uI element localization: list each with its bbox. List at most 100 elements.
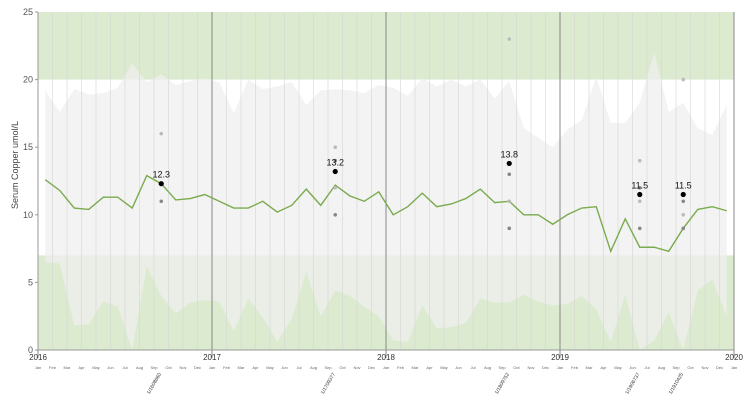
month-tick-label: Dec xyxy=(368,365,375,370)
month-tick-label: Apr xyxy=(426,365,433,370)
month-tick-label: Mar xyxy=(412,365,420,370)
month-tick-label: Jan xyxy=(209,365,215,370)
month-tick-label: Mar xyxy=(64,365,72,370)
month-tick-label: Jan xyxy=(383,365,389,370)
measurement-point xyxy=(680,191,686,198)
sample-id-label: 1/1709377 xyxy=(320,372,337,396)
history-point xyxy=(507,226,512,231)
sample-id-label: 1/1608660 xyxy=(146,372,163,396)
month-tick-label: Nov xyxy=(353,365,360,370)
history-point xyxy=(637,158,642,163)
y-axis: 0 5 10 15 20 25 xyxy=(23,7,39,355)
y-tick-label: 25 xyxy=(23,7,33,17)
history-point xyxy=(333,145,338,149)
month-tick-label: Dec xyxy=(542,365,549,370)
month-tick-label: Oct xyxy=(513,365,520,370)
data-label: 13.8 xyxy=(500,149,518,159)
data-label: 11.5 xyxy=(631,181,648,191)
y-axis-title: Serum Copper umol/L xyxy=(10,121,20,209)
month-tick-label: Jun xyxy=(107,365,113,370)
y-tick-label: 0 xyxy=(28,345,33,355)
history-point xyxy=(333,158,338,163)
history-point xyxy=(637,185,642,190)
month-tick-label: Feb xyxy=(571,365,579,370)
year-label: 2017 xyxy=(203,353,221,362)
sample-id-label: 1/1906737 xyxy=(624,372,641,396)
year-label: 2016 xyxy=(29,353,47,362)
history-point xyxy=(637,199,642,204)
month-tick-label: Jan xyxy=(731,365,737,370)
measurement-point xyxy=(637,191,643,198)
month-tick-label: Nov xyxy=(701,365,708,370)
month-tick-label: Jul xyxy=(470,365,475,370)
month-tick-label: Jun xyxy=(629,365,635,370)
sample-id-label: 1/1809752 xyxy=(494,372,511,396)
month-tick-label: Jul xyxy=(122,365,127,370)
month-tick-label: Oct xyxy=(687,365,694,370)
month-tick-label: Nov xyxy=(179,365,186,370)
history-point xyxy=(681,199,686,204)
month-tick-label: Apr xyxy=(600,365,607,370)
history-point xyxy=(159,131,164,136)
history-point xyxy=(681,77,686,82)
month-tick-label: Sep xyxy=(150,365,158,370)
data-label: 12.3 xyxy=(152,170,170,180)
history-point xyxy=(159,199,164,204)
month-tick-label: Sep xyxy=(324,365,332,370)
month-tick-label: Apr xyxy=(78,365,85,370)
measurement-point xyxy=(506,160,512,167)
month-tick-label: Jan xyxy=(557,365,563,370)
history-point xyxy=(681,213,686,217)
trend-line xyxy=(44,174,727,254)
month-tick-label: Oct xyxy=(339,365,346,370)
history-point xyxy=(507,199,512,204)
month-tick-label: Dec xyxy=(716,365,723,370)
month-tick-label: Oct xyxy=(165,365,172,370)
sample-id-label: 1/1910425 xyxy=(668,372,685,396)
month-tick-label: Jun xyxy=(281,365,287,370)
month-tick-label: May xyxy=(266,365,274,370)
month-tick-label: Jul xyxy=(296,365,301,370)
month-tick-label: Feb xyxy=(223,365,231,370)
year-label: 2019 xyxy=(551,353,569,362)
y-tick-label: 15 xyxy=(23,142,33,152)
month-tick-label: Sep xyxy=(498,365,506,370)
month-tick-label: Feb xyxy=(49,365,57,370)
month-tick-label: Nov xyxy=(527,365,534,370)
month-tick-label: Jan xyxy=(35,365,41,370)
month-tick-label: Dec xyxy=(194,365,201,370)
year-label: 2018 xyxy=(377,353,395,362)
month-tick-label: Apr xyxy=(252,365,259,370)
y-tick-label: 10 xyxy=(23,210,33,220)
history-point xyxy=(681,226,686,231)
month-tick-label: May xyxy=(614,365,622,370)
month-tick-label: May xyxy=(92,365,100,370)
history-point xyxy=(333,185,338,190)
month-tick-label: Aug xyxy=(658,365,665,370)
month-tick-label: Mar xyxy=(586,365,594,370)
measurement-point xyxy=(332,168,338,175)
month-tick-label: Jun xyxy=(455,365,461,370)
history-point xyxy=(507,37,512,41)
y-tick-label: 5 xyxy=(28,277,33,287)
month-tick-label: Mar xyxy=(238,365,246,370)
x-axis: Jan Feb Mar Apr May Jun Jul Aug Sep Oct Nov Dec Jan F… xyxy=(35,349,737,370)
trend-series-line xyxy=(44,174,727,254)
measurement-point xyxy=(158,181,164,187)
month-tick-label: Sep xyxy=(672,365,680,370)
y-tick-label: 20 xyxy=(23,75,33,85)
year-label: 2020 xyxy=(725,353,743,362)
month-tick-label: Aug xyxy=(484,365,491,370)
month-tick-label: Feb xyxy=(397,365,405,370)
month-tick-label: May xyxy=(440,365,448,370)
data-label: 13.2 xyxy=(326,158,344,168)
month-tick-label: Aug xyxy=(310,365,317,370)
data-label: 11.5 xyxy=(675,181,692,191)
history-point xyxy=(637,226,642,231)
history-point xyxy=(333,213,338,217)
month-tick-label: Jul xyxy=(644,365,649,370)
history-point xyxy=(507,172,512,177)
month-gridlines xyxy=(37,12,735,350)
month-tick-label: Aug xyxy=(136,365,143,370)
